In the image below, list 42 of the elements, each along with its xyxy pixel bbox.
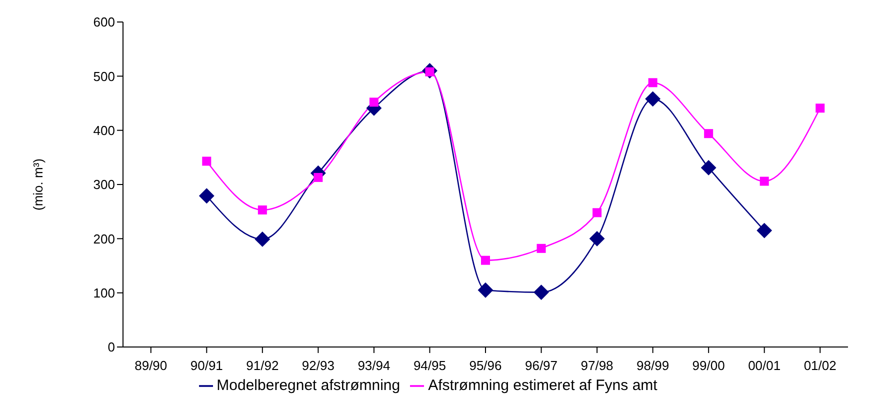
legend-label: Afstrømning estimeret af Fyns amt xyxy=(428,377,658,394)
y-tick-label: 500 xyxy=(93,68,115,84)
point xyxy=(592,208,602,218)
point xyxy=(760,176,769,186)
point xyxy=(369,98,378,107)
y-tick-label: 100 xyxy=(93,285,115,300)
point xyxy=(314,172,323,182)
y-tick-label: 400 xyxy=(93,122,115,138)
x-tick-label: 89/90 xyxy=(134,358,168,374)
x-tick-label: 01/02 xyxy=(804,358,836,374)
x-tick-label: 90/91 xyxy=(190,358,223,374)
point xyxy=(756,223,772,238)
x-tick-label: 95/96 xyxy=(469,358,502,374)
y-tick-label: 600 xyxy=(93,14,115,30)
legend-label: Modelberegnet afstrømning xyxy=(216,377,400,394)
x-tick-label: 99/00 xyxy=(692,358,725,374)
point xyxy=(258,205,267,214)
point xyxy=(202,156,212,166)
point xyxy=(704,129,714,138)
x-tick-label: 97/98 xyxy=(580,358,614,374)
y-tick-label: 0 xyxy=(108,340,115,355)
point xyxy=(590,231,605,246)
point xyxy=(481,256,490,265)
x-tick-label: 00/01 xyxy=(748,358,781,374)
x-tick-label: 91/92 xyxy=(246,358,279,374)
point xyxy=(816,104,825,113)
point xyxy=(645,91,660,106)
point xyxy=(701,160,716,176)
x-tick-label: 94/95 xyxy=(413,358,446,374)
point xyxy=(536,244,546,253)
point xyxy=(254,232,270,247)
point xyxy=(199,188,214,204)
y-axis-title: (mio. m³) xyxy=(30,158,46,210)
y-tick-label: 300 xyxy=(93,177,115,192)
point xyxy=(534,284,549,300)
x-tick-label: 93/94 xyxy=(358,358,390,374)
x-tick-label: 98/99 xyxy=(636,358,670,374)
point xyxy=(648,78,658,88)
x-tick-label: 96/97 xyxy=(524,358,558,374)
x-tick-label: 92/93 xyxy=(302,358,334,374)
y-tick-label: 200 xyxy=(93,231,115,246)
point xyxy=(478,282,493,298)
